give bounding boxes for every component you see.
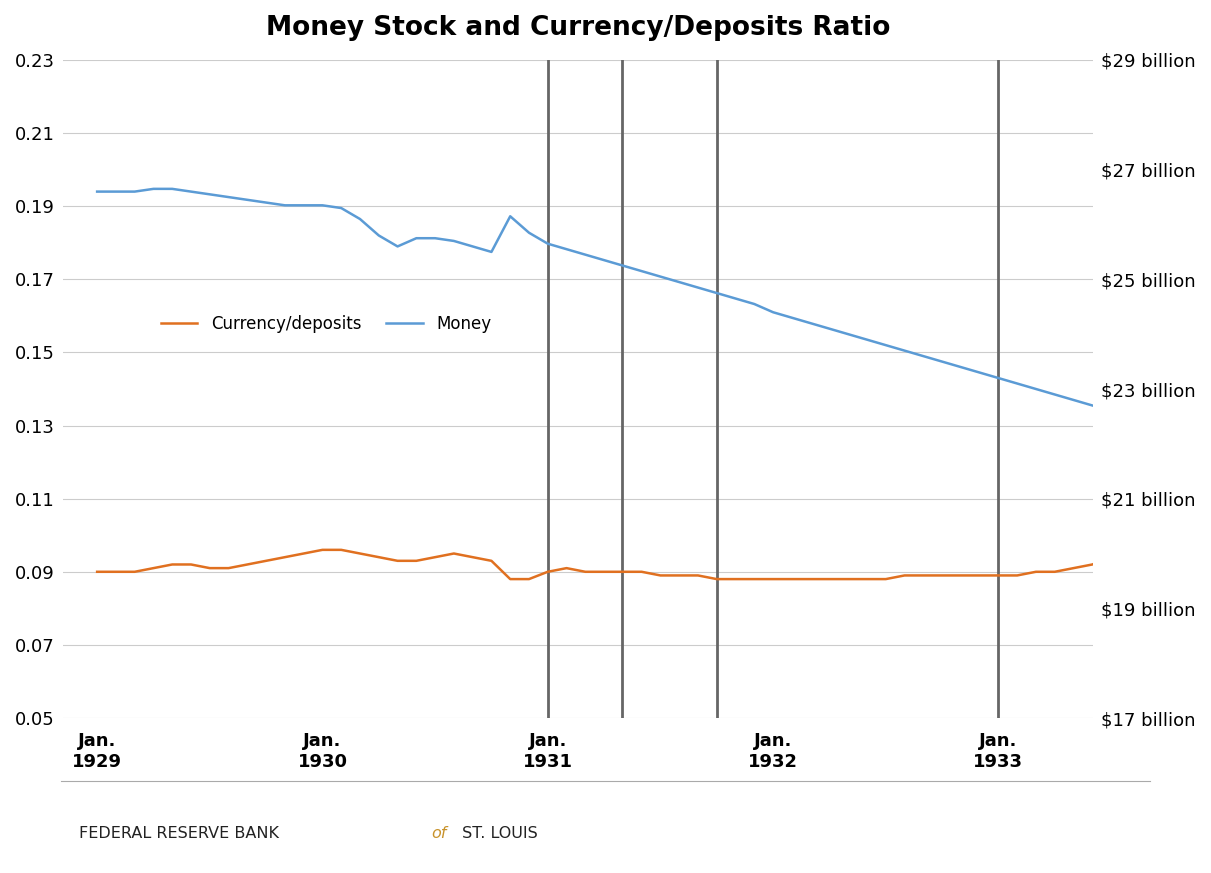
Legend: Currency/deposits, Money: Currency/deposits, Money bbox=[154, 308, 498, 340]
Title: Money Stock and Currency/Deposits Ratio: Money Stock and Currency/Deposits Ratio bbox=[266, 15, 890, 41]
Text: of: of bbox=[431, 826, 447, 842]
Text: FEDERAL RESERVE BANK: FEDERAL RESERVE BANK bbox=[79, 826, 283, 842]
Text: ST. LOUIS: ST. LOUIS bbox=[457, 826, 538, 842]
